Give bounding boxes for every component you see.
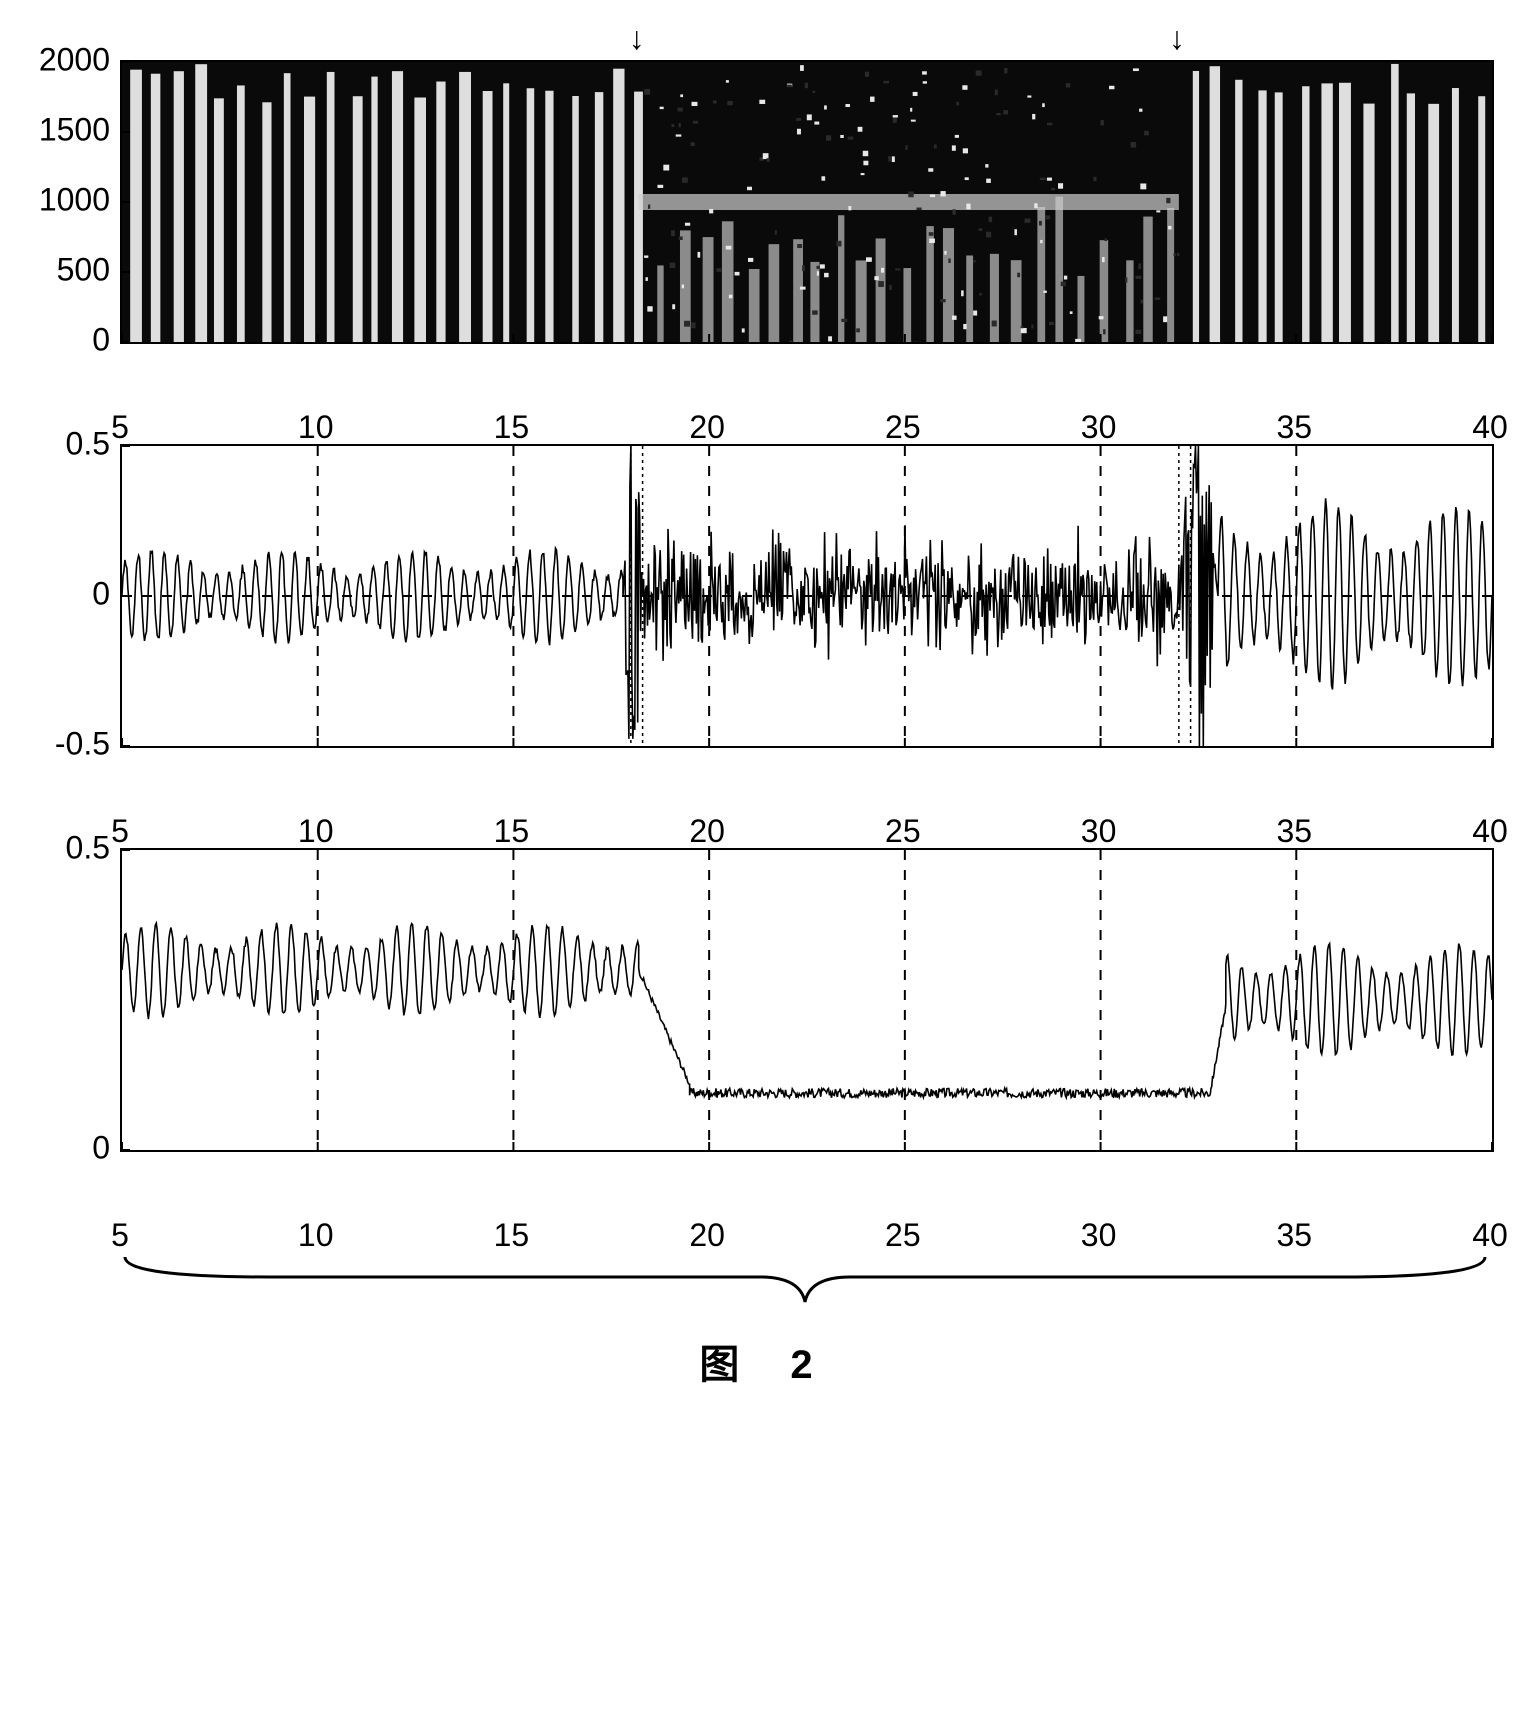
x-axis: 510152025303540 [120,808,1490,848]
figure-caption: 图 2 [20,1332,1512,1390]
y-axis: -0.500.5 [20,444,120,744]
event-arrow: ↓ [629,20,645,57]
y-tick-label: 500 [57,252,110,289]
plot-area [120,444,1494,748]
x-tick-label: 40 [1472,813,1508,850]
y-axis: 00.5 [20,848,120,1148]
panel-spectrogram: 0500100015002000 [20,60,1512,344]
x-axis: 510152025303540 [120,1212,1490,1252]
figure-container: ↓↓ 0500100015002000510152025303540-0.500… [20,20,1512,1390]
panel-waveform: -0.500.5 [20,444,1512,748]
x-tick-label: 15 [494,409,530,446]
x-tick-label: 30 [1081,1217,1117,1254]
x-tick-label: 15 [494,1217,530,1254]
curly-brace [120,1252,1490,1312]
x-tick-label: 35 [1276,813,1312,850]
spectrogram-svg [122,62,1492,342]
x-tick-label: 10 [298,1217,334,1254]
event-arrow: ↓ [1169,20,1185,57]
y-tick-label: 1500 [39,112,110,149]
envelope-svg [122,850,1492,1150]
x-tick-label: 40 [1472,409,1508,446]
x-tick-label: 10 [298,813,334,850]
arrow-row: ↓↓ [120,20,1490,60]
brace-container [120,1252,1490,1312]
x-tick-label: 30 [1081,813,1117,850]
y-tick-label: 0.5 [66,426,110,463]
x-tick-label: 15 [494,813,530,850]
x-tick-label: 20 [689,1217,725,1254]
y-axis: 0500100015002000 [20,60,120,340]
y-tick-label: 0 [92,576,110,613]
x-tick-label: 20 [689,813,725,850]
y-tick-label: 0.5 [66,830,110,867]
waveform-svg [122,446,1492,746]
x-tick-label: 10 [298,409,334,446]
x-tick-label: 5 [111,813,129,850]
x-tick-label: 20 [689,409,725,446]
plot-area [120,848,1494,1152]
plot-area [120,60,1494,344]
y-tick-label: 1000 [39,182,110,219]
x-tick-label: 35 [1276,409,1312,446]
x-tick-label: 25 [885,813,921,850]
x-tick-label: 5 [111,409,129,446]
y-tick-label: -0.5 [55,726,110,763]
x-axis: 510152025303540 [120,404,1490,444]
y-tick-label: 0 [92,322,110,359]
x-tick-label: 35 [1276,1217,1312,1254]
x-tick-label: 25 [885,1217,921,1254]
panels-container: 0500100015002000510152025303540-0.500.55… [20,60,1512,1252]
x-tick-label: 30 [1081,409,1117,446]
x-tick-label: 40 [1472,1217,1508,1254]
y-tick-label: 0 [92,1130,110,1167]
x-tick-label: 5 [111,1217,129,1254]
y-tick-label: 2000 [39,42,110,79]
x-tick-label: 25 [885,409,921,446]
panel-envelope: 00.5 [20,848,1512,1152]
